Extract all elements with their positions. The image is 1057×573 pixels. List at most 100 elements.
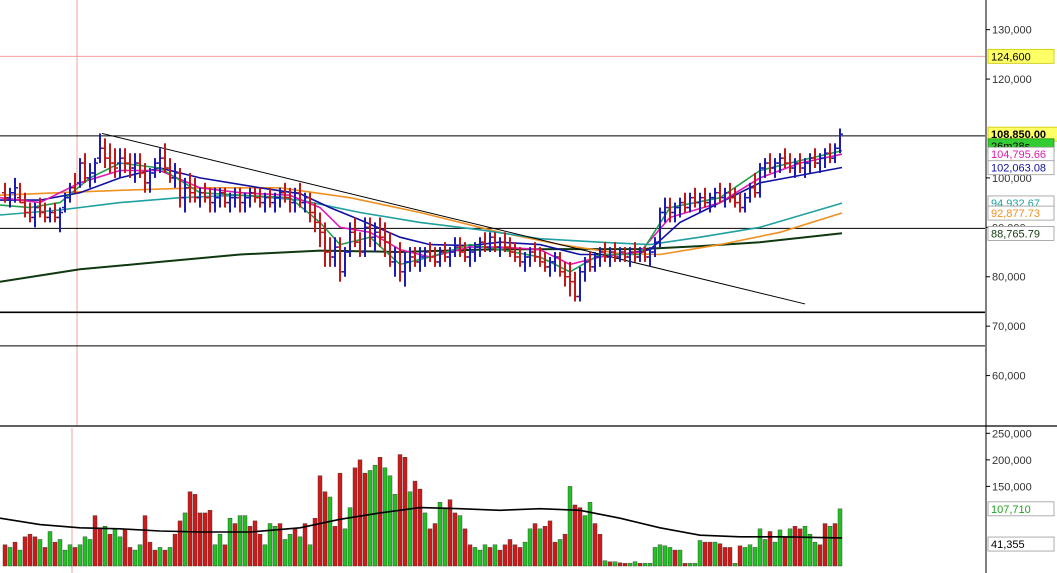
- volume-bar[interactable]: [332, 525, 338, 567]
- volume-bar[interactable]: [572, 504, 578, 567]
- volume-bar[interactable]: [452, 512, 458, 567]
- volume-bar[interactable]: [497, 549, 503, 567]
- volume-bar[interactable]: [32, 536, 38, 567]
- volume-bar[interactable]: [487, 547, 493, 567]
- volume-bar[interactable]: [392, 494, 398, 567]
- volume-bar[interactable]: [82, 536, 88, 567]
- volume-bar[interactable]: [462, 528, 468, 567]
- volume-bar[interactable]: [262, 544, 268, 567]
- volume-bar[interactable]: [307, 544, 313, 567]
- volume-bar[interactable]: [587, 502, 593, 567]
- volume-bar[interactable]: [597, 533, 603, 567]
- volume-bar[interactable]: [547, 520, 553, 567]
- volume-bar[interactable]: [542, 525, 548, 567]
- volume-bar[interactable]: [532, 523, 538, 567]
- volume-bar[interactable]: [67, 544, 73, 567]
- volume-bar[interactable]: [347, 507, 353, 567]
- trendline[interactable]: [101, 132, 806, 305]
- volume-bar[interactable]: [737, 545, 743, 567]
- volume-bar[interactable]: [147, 541, 153, 567]
- volume-bar[interactable]: [722, 547, 728, 567]
- volume-bar[interactable]: [77, 544, 83, 567]
- volume-bar[interactable]: [112, 528, 118, 567]
- volume-bar[interactable]: [182, 512, 188, 567]
- volume-bar[interactable]: [732, 563, 738, 567]
- volume-bar[interactable]: [792, 525, 798, 567]
- volume-bar[interactable]: [362, 472, 368, 567]
- volume-bar[interactable]: [757, 528, 763, 567]
- volume-bar[interactable]: [327, 496, 333, 567]
- volume-bar[interactable]: [22, 536, 28, 567]
- volume-bar[interactable]: [802, 525, 808, 567]
- volume-bar[interactable]: [202, 512, 208, 567]
- volume-bar[interactable]: [357, 459, 363, 567]
- volume-bar[interactable]: [557, 539, 563, 567]
- volume-bar[interactable]: [97, 528, 103, 567]
- volume-bar[interactable]: [627, 563, 633, 567]
- volume-bar[interactable]: [447, 499, 453, 567]
- volume-bar[interactable]: [257, 533, 263, 567]
- volume-bar[interactable]: [282, 539, 288, 567]
- volume-bar[interactable]: [472, 547, 478, 567]
- volume-bar[interactable]: [247, 525, 253, 567]
- volume-bar[interactable]: [12, 541, 18, 567]
- volume-bar[interactable]: [117, 536, 123, 567]
- volume-bar[interactable]: [2, 544, 8, 567]
- volume-bar[interactable]: [197, 512, 203, 567]
- volume-bar[interactable]: [132, 549, 138, 567]
- volume-bar[interactable]: [137, 544, 143, 567]
- volume-bar[interactable]: [302, 523, 308, 567]
- volume-bar[interactable]: [567, 486, 573, 567]
- volume-panel[interactable]: [0, 428, 843, 573]
- volume-bar[interactable]: [657, 544, 663, 567]
- volume-bar[interactable]: [617, 562, 623, 567]
- volume-bar[interactable]: [277, 523, 283, 567]
- ohlc-bar[interactable]: [72, 172, 78, 194]
- volume-bar[interactable]: [782, 536, 788, 567]
- volume-bar[interactable]: [37, 539, 43, 567]
- volume-bar[interactable]: [577, 507, 583, 567]
- volume-bar[interactable]: [102, 525, 108, 567]
- volume-bar[interactable]: [292, 528, 298, 567]
- volume-bar[interactable]: [167, 547, 173, 567]
- volume-bar[interactable]: [87, 539, 93, 567]
- volume-bar[interactable]: [517, 547, 523, 567]
- volume-bar[interactable]: [142, 515, 148, 567]
- volume-bar[interactable]: [412, 480, 418, 567]
- volume-bar[interactable]: [152, 549, 158, 567]
- ohlc-bar[interactable]: [92, 158, 98, 183]
- volume-bar[interactable]: [752, 547, 758, 567]
- volume-bar[interactable]: [367, 470, 373, 567]
- volume-bar[interactable]: [267, 523, 273, 567]
- volume-bar[interactable]: [702, 541, 708, 567]
- volume-bar[interactable]: [662, 545, 668, 567]
- volume-bar[interactable]: [552, 541, 558, 567]
- volume-bar[interactable]: [187, 491, 193, 567]
- volume-bar[interactable]: [212, 544, 218, 567]
- volume-bar[interactable]: [192, 494, 198, 567]
- volume-bar[interactable]: [287, 533, 293, 567]
- volume-bar[interactable]: [217, 533, 223, 567]
- volume-bar[interactable]: [832, 523, 838, 567]
- volume-bar[interactable]: [242, 515, 248, 567]
- price-panel[interactable]: [0, 0, 1057, 427]
- volume-bar[interactable]: [442, 507, 448, 567]
- volume-bar[interactable]: [252, 520, 258, 567]
- volume-bar[interactable]: [52, 541, 58, 567]
- volume-bar[interactable]: [692, 563, 698, 567]
- volume-bar[interactable]: [422, 512, 428, 567]
- volume-bar[interactable]: [507, 539, 513, 567]
- volume-bar[interactable]: [707, 541, 713, 567]
- volume-bar[interactable]: [237, 515, 243, 567]
- volume-bar[interactable]: [127, 547, 133, 567]
- volume-bar[interactable]: [797, 528, 803, 567]
- volume-bar[interactable]: [92, 515, 98, 567]
- volume-bar[interactable]: [727, 547, 733, 567]
- volume-bar[interactable]: [312, 518, 318, 567]
- volume-bar[interactable]: [747, 544, 753, 567]
- volume-bar[interactable]: [522, 541, 528, 567]
- volume-bar[interactable]: [407, 491, 413, 567]
- volume-bar[interactable]: [297, 536, 303, 567]
- volume-bar[interactable]: [822, 523, 828, 567]
- volume-bar[interactable]: [647, 563, 653, 567]
